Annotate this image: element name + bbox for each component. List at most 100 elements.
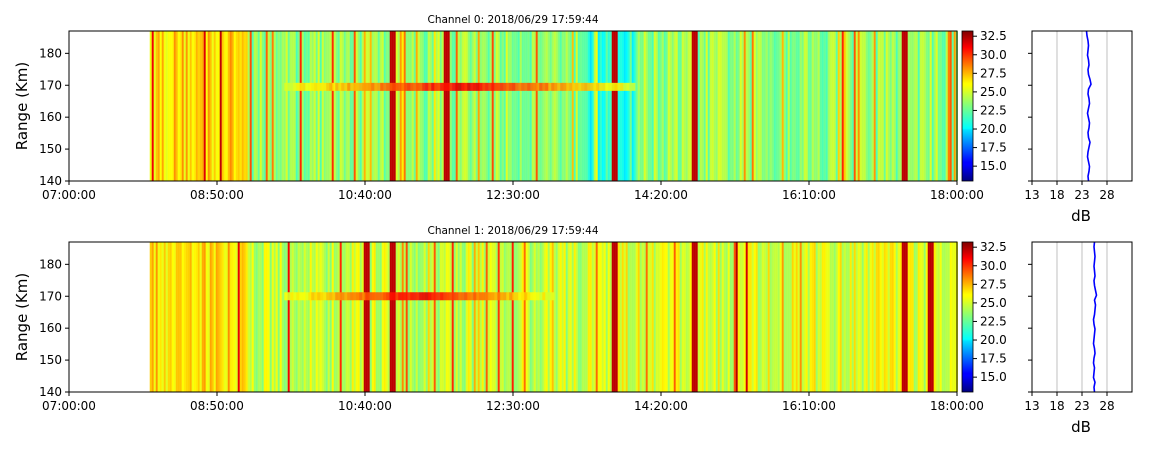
heatmap-column xyxy=(347,242,350,392)
heatmap-column xyxy=(641,242,644,392)
heatmap-column xyxy=(545,31,548,181)
heatmap-band xyxy=(422,82,426,91)
heatmap-column xyxy=(329,31,332,181)
heatmap-band xyxy=(521,82,525,91)
heatmap-band xyxy=(569,82,573,91)
heatmap-band xyxy=(320,82,324,91)
heatmap-column xyxy=(483,31,486,181)
heatmap-column xyxy=(661,31,664,181)
heatmap-column xyxy=(179,242,182,392)
heatmap-column xyxy=(557,31,560,181)
heatmap-column xyxy=(747,31,750,181)
heatmap-column xyxy=(539,31,542,181)
heatmap-band xyxy=(515,82,519,91)
heatmap-column xyxy=(333,31,336,181)
heatmap-band xyxy=(542,82,546,91)
heatmap-band xyxy=(560,82,564,91)
colorbar-tick-label: 32.5 xyxy=(980,240,1007,254)
heatmap-band xyxy=(398,292,402,301)
heatmap-column xyxy=(375,31,378,181)
heatmap-band xyxy=(317,292,321,301)
heatmap-band xyxy=(350,292,354,301)
heatmap-column xyxy=(633,31,636,181)
heatmap-column xyxy=(493,242,496,392)
heatmap-column xyxy=(549,242,552,392)
heatmap-column xyxy=(585,242,588,392)
profile-x-tick-label: 23 xyxy=(1074,188,1089,202)
heatmap-column xyxy=(711,31,714,181)
heatmap-column xyxy=(469,31,472,181)
heatmap-band xyxy=(530,82,534,91)
heatmap-column xyxy=(547,242,550,392)
heatmap-column xyxy=(897,242,900,392)
heatmap-column xyxy=(185,31,188,181)
heatmap-band xyxy=(596,82,600,91)
profile-frame xyxy=(1031,241,1133,393)
heatmap-column xyxy=(161,31,164,181)
heatmap-column xyxy=(241,31,244,181)
heatmap-band xyxy=(602,82,606,91)
heatmap-column xyxy=(587,242,590,392)
heatmap-column xyxy=(875,31,878,181)
heatmap-band xyxy=(512,292,516,301)
heatmap-band xyxy=(404,82,408,91)
heatmap-column xyxy=(271,31,274,181)
heatmap-column xyxy=(347,31,350,181)
heatmap-column xyxy=(689,31,692,181)
heatmap-column xyxy=(163,242,166,392)
heatmap-band xyxy=(374,82,378,91)
heatmap-column xyxy=(337,242,340,392)
heatmap-column xyxy=(497,242,500,392)
heatmap-band xyxy=(338,292,342,301)
profile-x-tick-label: 13 xyxy=(1024,188,1039,202)
heatmap-column xyxy=(427,31,430,181)
heatmap-column xyxy=(391,242,394,392)
heatmap-column xyxy=(169,242,172,392)
heatmap-column xyxy=(191,242,194,392)
heatmap-column xyxy=(327,242,330,392)
heatmap-column xyxy=(713,31,716,181)
colorbar-tick-label: 17.5 xyxy=(980,352,1007,366)
heatmap-column xyxy=(239,31,242,181)
heatmap-column xyxy=(767,242,770,392)
heatmap-column xyxy=(883,31,886,181)
heatmap-column xyxy=(565,31,568,181)
heatmap-column xyxy=(407,242,410,392)
heatmap-column xyxy=(809,242,812,392)
heatmap-band xyxy=(542,292,546,301)
heatmap-column xyxy=(489,31,492,181)
heatmap-column xyxy=(181,31,184,181)
heatmap-column xyxy=(199,242,202,392)
heatmap-column xyxy=(725,31,728,181)
heatmap-band xyxy=(449,292,453,301)
heatmap-band xyxy=(341,82,345,91)
heatmap-column xyxy=(919,31,922,181)
heatmap-column xyxy=(555,242,558,392)
heatmap-column xyxy=(717,242,720,392)
heatmap-column xyxy=(861,242,864,392)
heatmap-band xyxy=(377,82,381,91)
heatmap-column xyxy=(723,31,726,181)
heatmap-band xyxy=(425,82,429,91)
heatmap-column xyxy=(837,31,840,181)
heatmap-column xyxy=(467,242,470,392)
heatmap-column xyxy=(739,31,742,181)
heatmap-column xyxy=(785,242,788,392)
heatmap-column xyxy=(455,31,458,181)
heatmap-column xyxy=(251,242,254,392)
heatmap-column xyxy=(341,31,344,181)
heatmap-column xyxy=(519,31,522,181)
heatmap-column xyxy=(227,242,230,392)
heatmap-column xyxy=(259,31,262,181)
heatmap-column xyxy=(679,242,682,392)
heatmap-column xyxy=(821,31,824,181)
heatmap-column xyxy=(473,242,476,392)
heatmap-column xyxy=(945,31,948,181)
heatmap-band xyxy=(518,82,522,91)
heatmap-column xyxy=(895,31,898,181)
heatmap-band xyxy=(476,292,480,301)
heatmap-column xyxy=(915,242,918,392)
heatmap-column xyxy=(733,31,736,181)
heatmap-column xyxy=(675,242,678,392)
heatmap-column xyxy=(779,31,782,181)
